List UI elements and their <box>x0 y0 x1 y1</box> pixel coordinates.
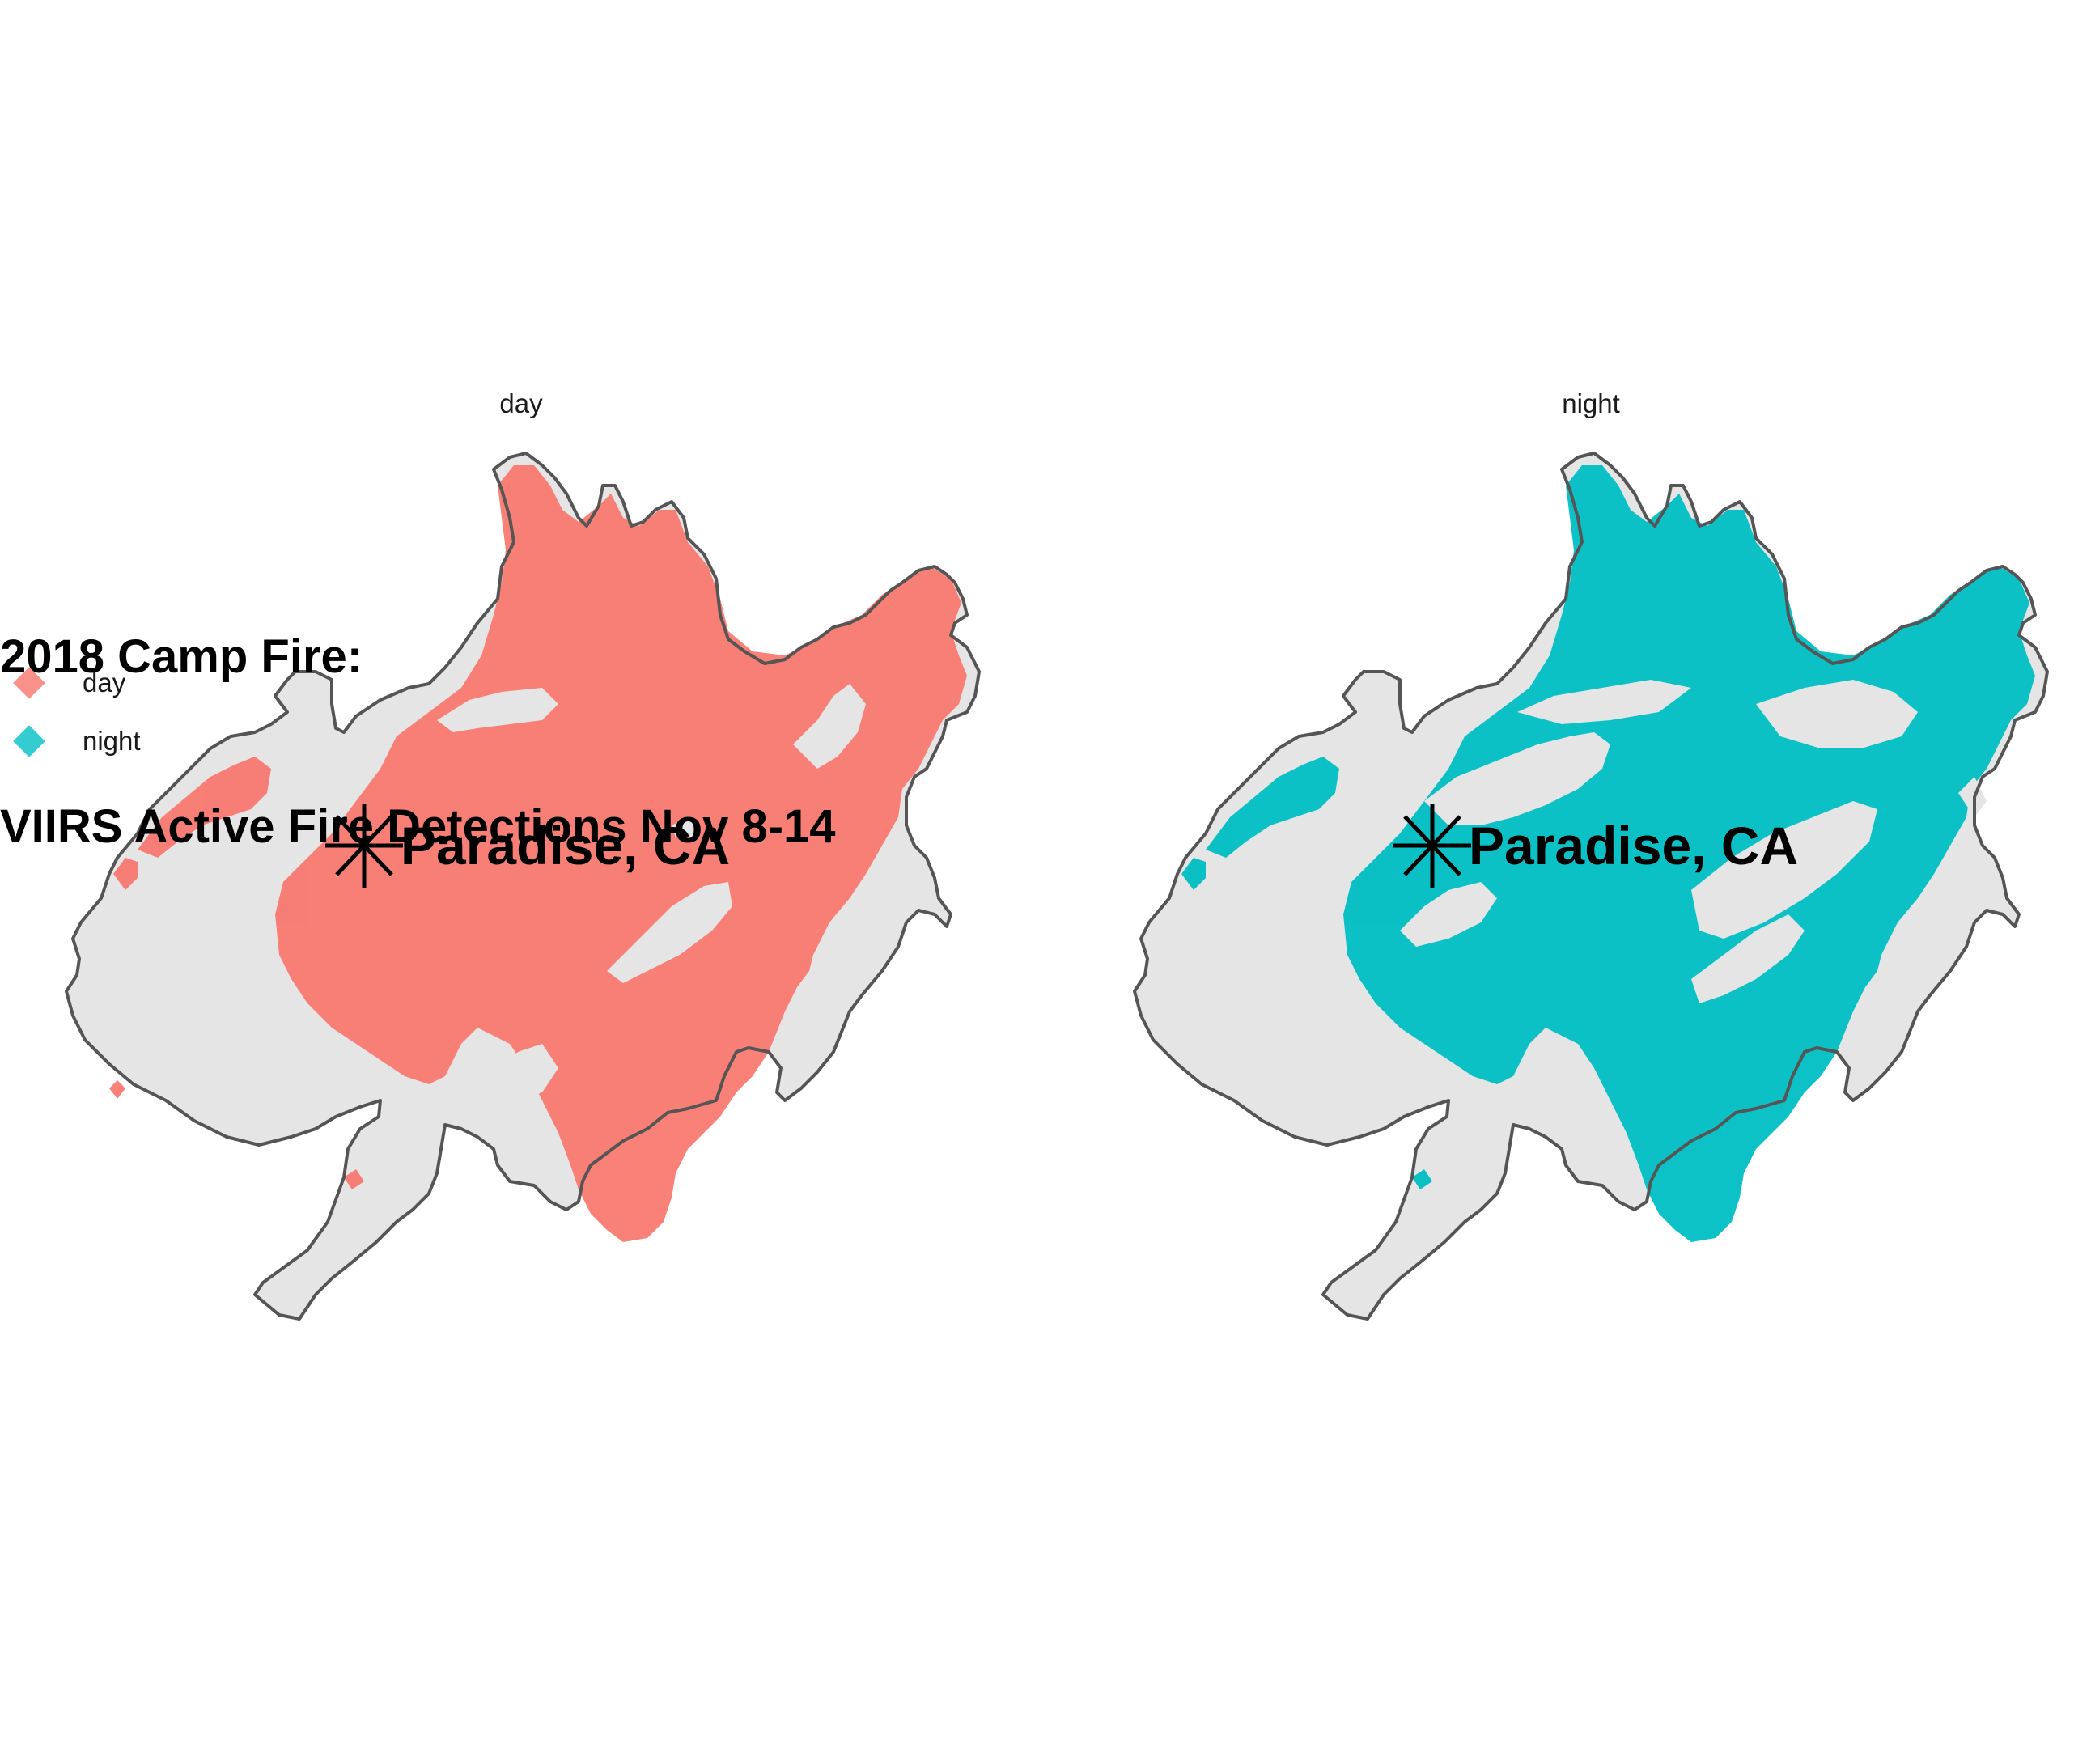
legend-item-night: night <box>8 712 141 770</box>
legend: day night <box>8 654 141 770</box>
map-title-line1: 2018 Camp Fire: <box>0 630 363 683</box>
paradise-label: Paradise, CA <box>1469 816 1798 876</box>
paradise-marker <box>1393 804 1471 888</box>
map-title: 2018 Camp Fire: VIIRS Active Fire Detect… <box>0 515 836 969</box>
panel-night: Paradise, CA <box>1133 452 2049 1321</box>
paradise-label: Paradise, CA <box>401 816 730 876</box>
paradise-marker <box>325 804 403 888</box>
legend-item-day: day <box>8 654 141 712</box>
legend-label: night <box>83 726 141 756</box>
panel-title-day: day <box>499 388 543 418</box>
diamond-icon <box>13 725 45 757</box>
panel-day: Paradise, CA <box>65 452 981 1321</box>
map-title-line2: VIIRS Active Fire Detections Nov 8-14 <box>0 800 836 853</box>
legend-label: day <box>83 668 126 698</box>
panel-title-night: night <box>1562 388 1620 418</box>
diamond-icon <box>13 667 45 699</box>
